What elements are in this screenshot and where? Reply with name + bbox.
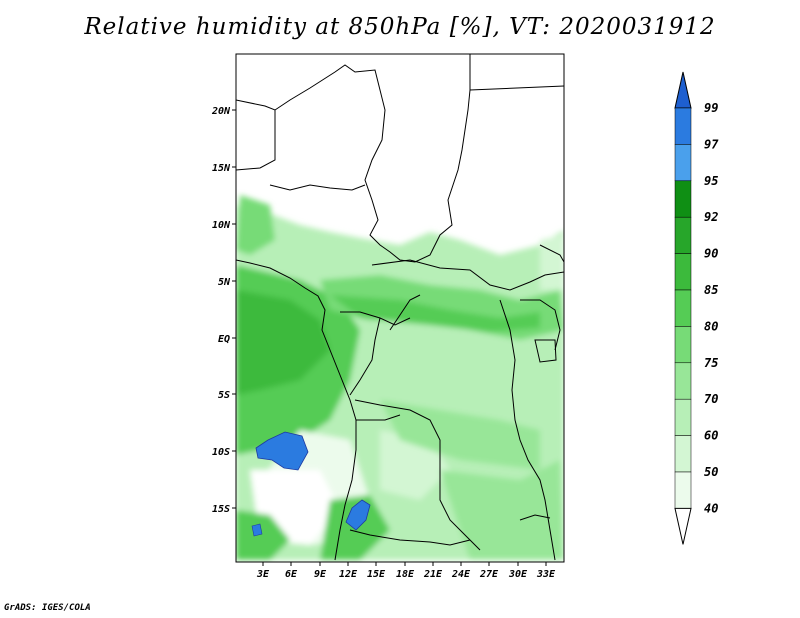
- lon-label: 30E: [508, 569, 528, 580]
- colorbar-swatch: [674, 398, 692, 436]
- colorbar-label: 60: [704, 429, 718, 443]
- lat-label: EQ: [218, 334, 230, 345]
- map-frame: [235, 53, 565, 563]
- colorbar-swatch: [674, 253, 692, 291]
- colorbar-label: 97: [704, 137, 719, 151]
- map-title: Relative humidity at 850hPa [%], VT: 202…: [84, 14, 716, 40]
- lon-label: 3E: [256, 569, 270, 580]
- colorbar-swatch: [674, 107, 692, 145]
- colorbar-swatch: [674, 326, 692, 364]
- colorbar-swatch: [674, 289, 692, 327]
- lon-label: 12E: [339, 569, 358, 580]
- lat-label: 10S: [212, 447, 230, 458]
- lat-label: 5S: [218, 390, 230, 401]
- lon-label: 6E: [285, 569, 298, 580]
- colorbar-top-arrow: [674, 71, 692, 109]
- colorbar-swatch: [674, 216, 692, 254]
- lon-label: 33E: [536, 569, 556, 580]
- colorbar-label: 70: [704, 392, 718, 406]
- lon-label: 24E: [451, 569, 471, 580]
- colorbar-label: 85: [704, 283, 718, 297]
- humidity-field: [236, 54, 564, 562]
- colorbar-swatch: [674, 362, 692, 400]
- lat-label: 20N: [211, 106, 231, 117]
- lat-label: 5N: [218, 277, 231, 288]
- lon-label: 21E: [423, 569, 443, 580]
- colorbar-swatch: [674, 471, 692, 509]
- lat-label: 15N: [212, 163, 231, 174]
- lat-label: 10N: [212, 220, 231, 231]
- lon-label: 18E: [396, 569, 415, 580]
- colorbar-label: 95: [704, 174, 718, 188]
- lon-label: 27E: [479, 569, 499, 580]
- colorbar-swatch: [674, 435, 692, 473]
- colorbar-swatch: [674, 144, 692, 182]
- colorbar-label: 50: [704, 465, 718, 479]
- colorbar-label: 80: [704, 319, 718, 333]
- colorbar-bottom-arrow: [674, 507, 692, 545]
- lon-label: 15E: [367, 569, 386, 580]
- lon-label: 9E: [314, 569, 327, 580]
- colorbar-label: 40: [704, 501, 718, 515]
- lat-label: 15S: [212, 504, 230, 515]
- grads-credit: GrADS: IGES/COLA: [4, 603, 91, 613]
- colorbar-swatch: [674, 180, 692, 218]
- colorbar-label: 92: [704, 210, 718, 224]
- colorbar: 99 97 95 92 90 85 80 75 70 60 50 40: [674, 71, 719, 545]
- colorbar-label: 99: [704, 101, 718, 115]
- colorbar-label: 90: [704, 247, 718, 261]
- colorbar-label: 75: [704, 356, 718, 370]
